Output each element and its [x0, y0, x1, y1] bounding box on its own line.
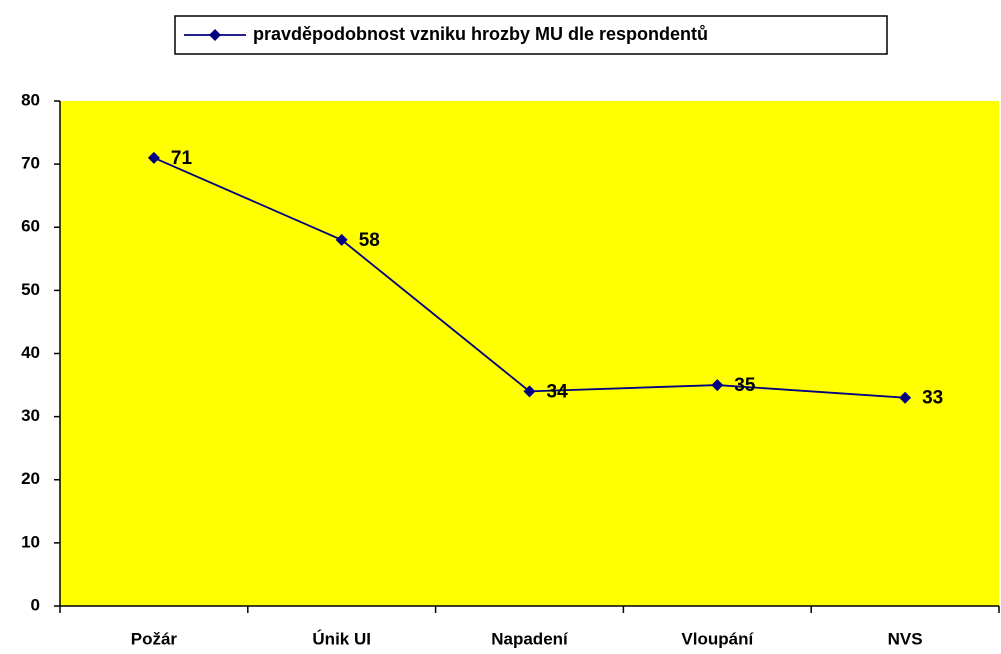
data-label: 34 [547, 381, 569, 402]
y-tick-label: 80 [21, 90, 40, 109]
y-tick-label: 70 [21, 154, 40, 173]
y-tick-label: 0 [31, 595, 40, 614]
y-tick-label: 60 [21, 217, 40, 236]
y-tick-label: 40 [21, 343, 40, 362]
y-tick-label: 20 [21, 469, 40, 488]
data-label: 33 [922, 388, 943, 409]
plot-area [60, 101, 999, 606]
data-label: 35 [734, 375, 756, 396]
x-tick-label: Napadení [491, 629, 569, 648]
x-tick-label: NVS [888, 629, 923, 648]
marker [523, 385, 536, 398]
legend-marker [209, 29, 221, 41]
x-tick-label: Vloupání [681, 629, 754, 648]
marker [711, 379, 724, 392]
y-tick-label: 30 [21, 406, 40, 425]
data-label: 71 [171, 148, 193, 169]
legend-label: pravděpodobnost vzniku hrozby MU dle res… [253, 24, 708, 44]
x-tick-label: Požár [131, 629, 178, 648]
marker [147, 151, 160, 164]
data-label: 58 [359, 230, 380, 251]
x-tick-label: Únik UI [312, 629, 371, 648]
marker [335, 233, 348, 246]
y-tick-label: 50 [21, 280, 40, 299]
y-tick-label: 10 [21, 532, 40, 551]
marker [899, 391, 912, 404]
legend-box [174, 15, 888, 55]
